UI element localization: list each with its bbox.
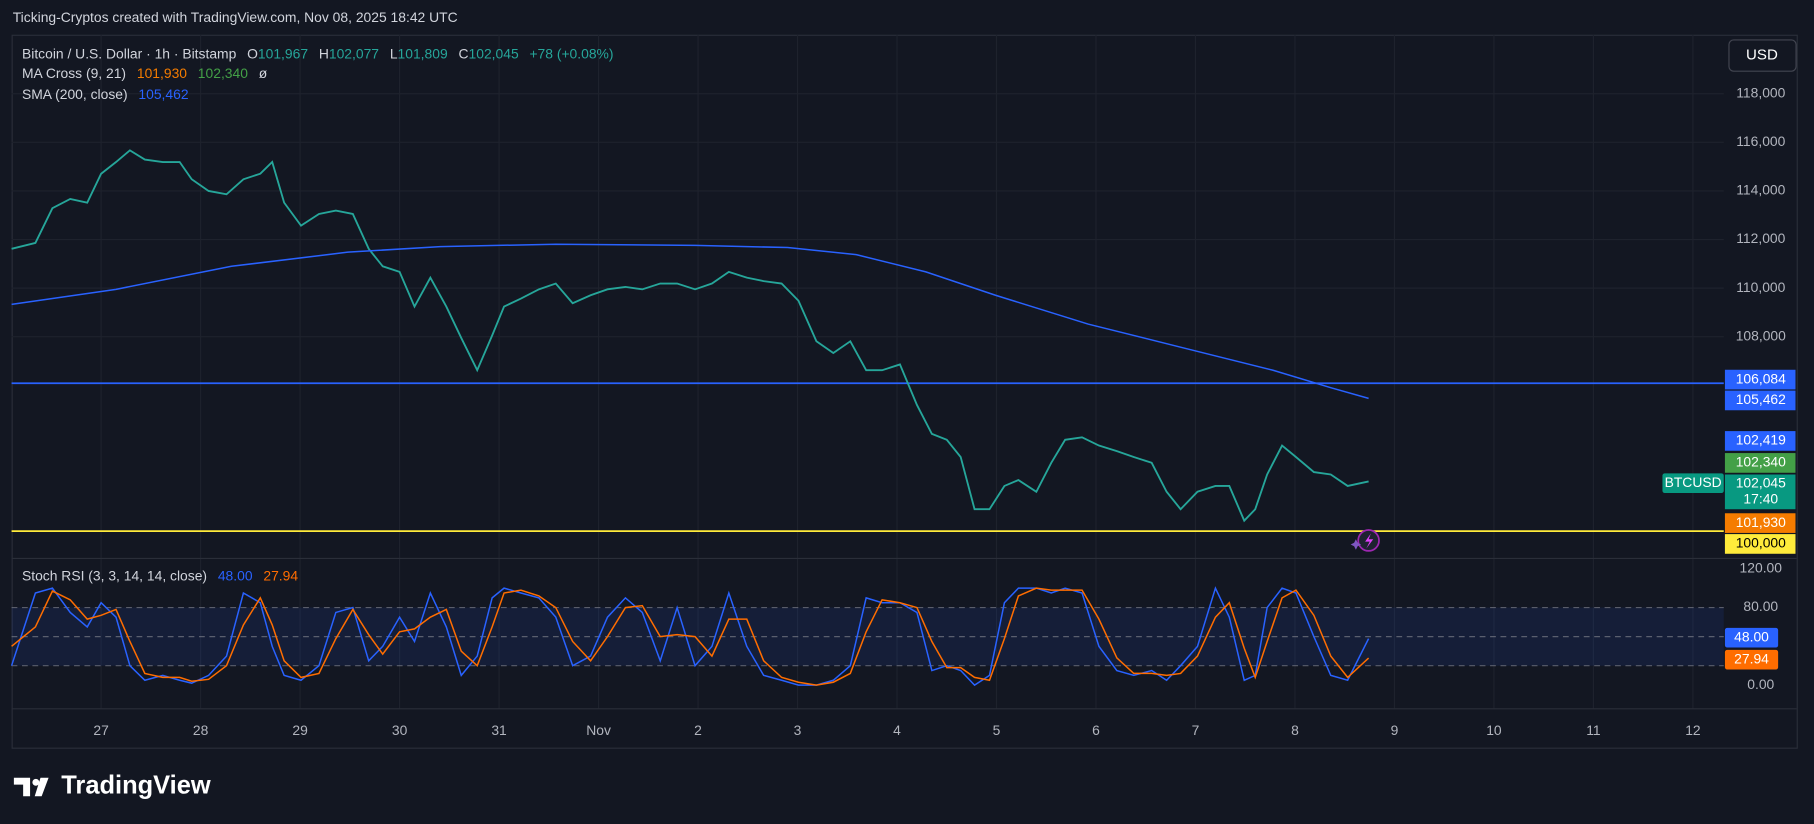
ma-fast: 101,930 xyxy=(137,65,187,81)
axis-label-box xyxy=(1724,369,1796,390)
x-tick-label: 2 xyxy=(694,722,702,738)
y-tick-label: 112,000 xyxy=(1736,230,1785,246)
stoch-d: 27.94 xyxy=(263,567,298,583)
ma-slow: 102,340 xyxy=(198,65,248,81)
symbol-label: BTCUSD xyxy=(1665,474,1722,490)
y-tick-label: 114,000 xyxy=(1736,182,1785,198)
axis-label: 106,084 xyxy=(1736,370,1786,386)
ohlc-key: C xyxy=(458,45,468,61)
axis-label: 101,930 xyxy=(1736,514,1786,530)
plot xyxy=(10,149,1724,687)
grid xyxy=(11,34,1724,709)
legend-line: Stoch RSI (3, 3, 14, 14, close) 48.00 27… xyxy=(22,567,298,583)
axis-label-time: 17:40 xyxy=(1743,491,1778,507)
series-line xyxy=(10,586,1370,687)
x-tick-label: 4 xyxy=(893,722,901,738)
sma-name: SMA (200, close) xyxy=(22,86,128,102)
legend: Bitcoin / U.S. Dollar · 1h · Bitstamp O1… xyxy=(22,45,614,583)
x-tick-label: 11 xyxy=(1586,722,1601,738)
brand-logo xyxy=(13,777,49,797)
x-tick-label: 6 xyxy=(1092,722,1100,738)
brand: TradingView xyxy=(13,772,211,800)
sparkle xyxy=(1350,539,1362,550)
axis-label: 27.94 xyxy=(1734,650,1769,666)
y-tick-label: 80.00 xyxy=(1743,598,1778,614)
x-tick-label: 30 xyxy=(392,722,408,738)
x-tick-label: 9 xyxy=(1391,722,1399,738)
ohlc-value: 102,045 xyxy=(469,45,519,61)
chart-frame xyxy=(11,34,1798,749)
series-line xyxy=(11,149,1369,523)
axis-label: 100,000 xyxy=(1736,535,1786,551)
axis-label-box xyxy=(1724,453,1796,473)
currency-button-label[interactable]: USD xyxy=(1746,47,1778,64)
x-tick-label: 27 xyxy=(93,722,109,738)
x-tick-label: 28 xyxy=(193,722,209,738)
x-tick-label: 29 xyxy=(292,722,308,738)
axis-label-box xyxy=(1724,627,1779,648)
axis-label-box xyxy=(1724,513,1796,533)
brand-name: TradingView xyxy=(61,772,211,800)
x-tick-label: 12 xyxy=(1685,722,1701,738)
event-bolt xyxy=(1365,533,1374,549)
axis-label-box xyxy=(1724,390,1796,411)
ohlc-key: H xyxy=(319,45,329,61)
axis-label: 105,462 xyxy=(1736,391,1786,407)
ohlc-key: L xyxy=(390,45,398,61)
ohlc-value: 101,809 xyxy=(398,45,448,61)
x-tick-label: 7 xyxy=(1192,722,1200,738)
y-tick-label: 0.00 xyxy=(1747,676,1774,692)
event-icon[interactable] xyxy=(1350,529,1380,552)
axis-label-box xyxy=(1724,474,1796,510)
legend-line: MA Cross (9, 21) 101,930 102,340 ø xyxy=(22,65,268,81)
currency-button-box[interactable] xyxy=(1728,39,1797,72)
axis-label-box xyxy=(1724,534,1796,554)
axis-label-box xyxy=(1724,431,1796,451)
sma-value: 105,462 xyxy=(138,86,188,102)
x-tick-label: 31 xyxy=(491,722,507,738)
axis-label: 48.00 xyxy=(1734,628,1769,644)
brand-logo-dot xyxy=(32,778,40,786)
axis-label: 102,419 xyxy=(1736,432,1786,448)
y-tick-label: 116,000 xyxy=(1736,133,1785,149)
legend-line: Bitcoin / U.S. Dollar · 1h · Bitstamp O1… xyxy=(22,45,614,61)
symbol-label-box xyxy=(1662,473,1724,494)
ma-extra: ø xyxy=(259,65,268,81)
ohlc-key: O xyxy=(247,45,258,61)
y-tick-label: 120.00 xyxy=(1740,559,1783,575)
x-tick-label: Nov xyxy=(586,722,611,738)
x-tick-label: 10 xyxy=(1486,722,1502,738)
symbol: Bitcoin / U.S. Dollar · 1h · Bitstamp xyxy=(22,45,237,61)
axis-label: 102,045 xyxy=(1736,474,1786,490)
currency-button[interactable]: USD xyxy=(1728,39,1797,72)
axis-label: 102,340 xyxy=(1736,454,1786,470)
header: Ticking-Cryptos created with TradingView… xyxy=(13,9,458,25)
series-line xyxy=(11,243,1369,400)
ohlc-value: 102,077 xyxy=(329,45,379,61)
change: +78 (+0.08%) xyxy=(529,45,613,61)
y-tick-label: 110,000 xyxy=(1736,279,1785,295)
x-tick-label: 8 xyxy=(1291,722,1299,738)
y-tick-label: 108,000 xyxy=(1736,327,1786,343)
ma-name: MA Cross (9, 21) xyxy=(22,65,126,81)
ohlc-value: 101,967 xyxy=(258,45,308,61)
stoch-title: Stoch RSI (3, 3, 14, 14, close) xyxy=(22,567,207,583)
stoch-k: 48.00 xyxy=(218,567,253,583)
y-tick-label: 118,000 xyxy=(1736,84,1785,100)
x-tick-label: 5 xyxy=(993,722,1001,738)
legend-line: SMA (200, close) 105,462 xyxy=(22,86,189,102)
x-tick-label: 3 xyxy=(794,722,802,738)
axis-label-box xyxy=(1724,649,1779,670)
series-line xyxy=(11,587,1370,686)
